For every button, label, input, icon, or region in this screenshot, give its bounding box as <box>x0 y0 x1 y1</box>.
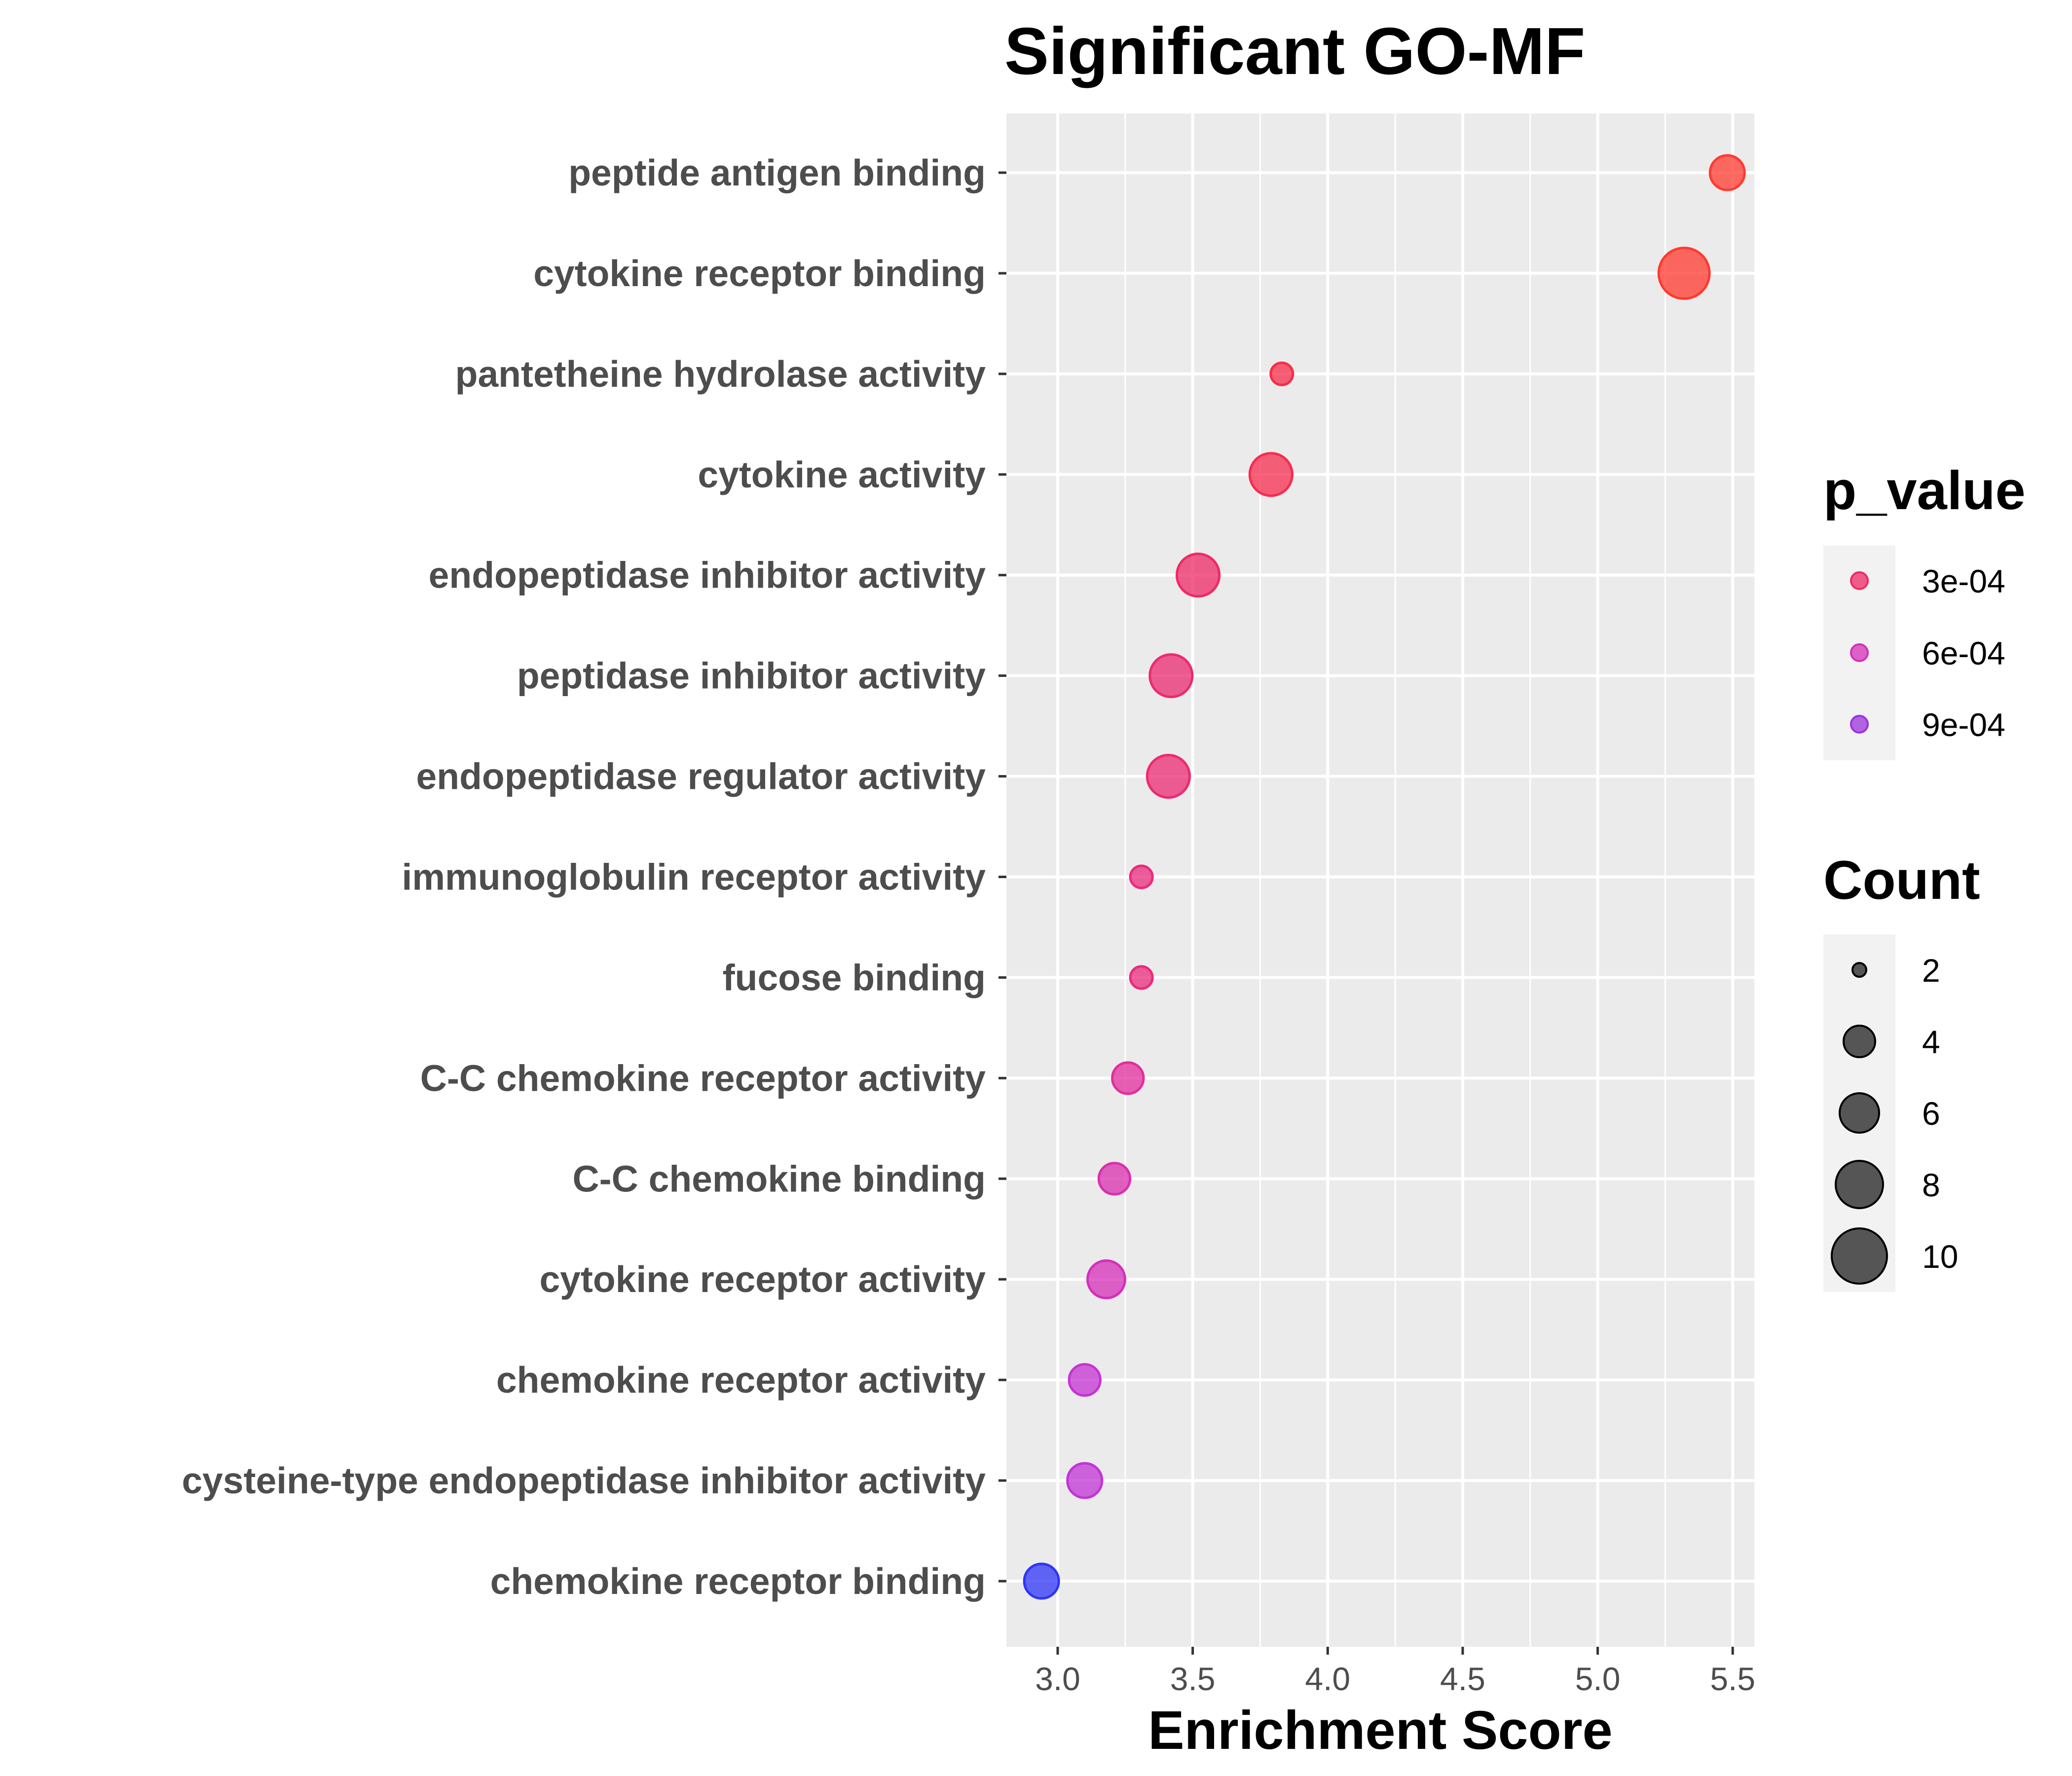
data-point <box>1146 753 1191 799</box>
count-legend-label: 6 <box>1922 1095 1940 1132</box>
x-tick-label: 4.5 <box>1440 1661 1485 1697</box>
x-tick-label: 5.5 <box>1710 1661 1755 1697</box>
grid-lines <box>1006 113 1754 1647</box>
y-tick-label: C-C chemokine receptor activity <box>420 1057 986 1099</box>
count-legend-key <box>1835 1160 1884 1209</box>
y-tick-label: peptidase inhibitor activity <box>517 655 986 697</box>
count-legend-label: 8 <box>1922 1167 1940 1203</box>
count-legend-label: 4 <box>1922 1024 1940 1060</box>
x-axis: 3.0 3.5 4.0 4.5 5.0 5.5 <box>1035 1647 1755 1697</box>
data-point <box>1148 653 1194 699</box>
y-tick-label: pantetheine hydrolase activity <box>455 353 986 395</box>
x-tick-label: 3.5 <box>1170 1661 1216 1697</box>
y-tick-label: immunoglobulin receptor activity <box>402 856 986 898</box>
count-legend-label: 10 <box>1922 1238 1958 1275</box>
count-legend-label: 2 <box>1922 952 1940 989</box>
count-legend-key <box>1831 1227 1888 1285</box>
y-tick-label: C-C chemokine binding <box>572 1158 986 1199</box>
y-tick-label: chemokine receptor activity <box>496 1359 986 1401</box>
data-point <box>1129 864 1154 889</box>
y-tick-label: cytokine activity <box>698 454 986 495</box>
data-point <box>1657 246 1711 300</box>
data-point <box>1086 1259 1126 1299</box>
p-value-legend-key <box>1850 643 1869 662</box>
p-value-legend-key <box>1850 571 1869 590</box>
count-legend-key <box>1843 1025 1876 1058</box>
y-tick-label: fucose binding <box>723 957 986 998</box>
data-point <box>1066 1462 1104 1499</box>
data-point <box>1023 1562 1060 1600</box>
data-point <box>1176 553 1221 598</box>
count-legend: Count 2 4 6 8 10 <box>1823 850 1980 1292</box>
p-value-legend: p_value 3e-04 6e-04 9e-04 <box>1823 460 2026 760</box>
count-legend-key <box>1851 962 1867 978</box>
x-axis-label: Enrichment Score <box>1148 1700 1612 1761</box>
p-value-legend-key <box>1850 715 1869 734</box>
y-tick-label: endopeptidase inhibitor activity <box>429 555 986 596</box>
y-tick-label: endopeptidase regulator activity <box>416 756 986 797</box>
data-point <box>1097 1162 1132 1196</box>
p-value-legend-label: 3e-04 <box>1922 563 2005 599</box>
chart-title: Significant GO-MF <box>1004 14 1585 88</box>
data-point <box>1111 1061 1145 1095</box>
y-tick-label: cytokine receptor activity <box>539 1258 986 1300</box>
plot-panel <box>1006 113 1754 1647</box>
count-legend-key <box>1839 1092 1880 1134</box>
x-tick-label: 3.0 <box>1035 1661 1080 1697</box>
p-value-legend-label: 6e-04 <box>1922 635 2005 671</box>
p-value-legend-title: p_value <box>1823 460 2026 521</box>
x-tick-label: 5.0 <box>1575 1661 1621 1697</box>
p-value-legend-label: 9e-04 <box>1922 706 2005 743</box>
data-point <box>1708 154 1746 191</box>
data-point <box>1068 1363 1102 1397</box>
y-tick-label: cytokine receptor binding <box>533 253 986 294</box>
y-tick-label: peptide antigen binding <box>568 152 986 193</box>
y-tick-label: cysteine-type endopeptidase inhibitor ac… <box>182 1460 986 1501</box>
data-point <box>1248 452 1294 497</box>
count-legend-title: Count <box>1823 850 1980 911</box>
data-points <box>1023 154 1746 1600</box>
data-point <box>1129 965 1154 990</box>
y-tick-label: chemokine receptor binding <box>490 1560 986 1602</box>
data-point <box>1269 361 1295 386</box>
x-tick-label: 4.0 <box>1305 1661 1350 1697</box>
y-axis: peptide antigen binding cytokine receptor… <box>182 152 1006 1602</box>
